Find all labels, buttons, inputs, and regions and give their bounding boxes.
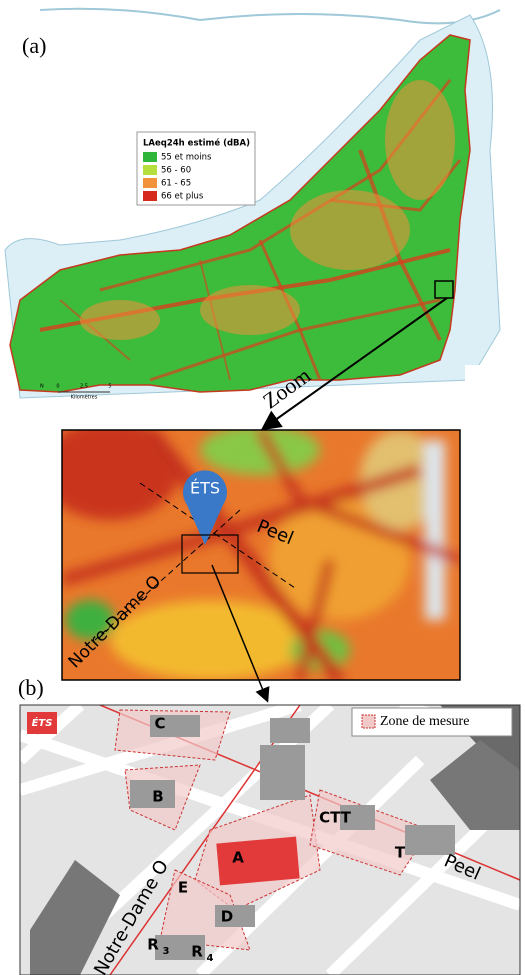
building-label: T xyxy=(395,844,406,862)
legend-swatch xyxy=(143,165,157,175)
noise-zones xyxy=(80,80,455,340)
zoom-map xyxy=(62,430,460,680)
legend-title: LAeq24h estimé (dBA) xyxy=(143,138,250,149)
legend-label: 55 et moins xyxy=(161,153,212,163)
logo-text: ÉTS xyxy=(32,716,53,729)
legend-swatch xyxy=(143,191,157,201)
legend-label: 66 et plus xyxy=(161,192,204,202)
residence-label: R xyxy=(147,936,159,954)
building-labels: C B A E D CTT T R 3 R 4 xyxy=(147,715,406,965)
legend: LAeq24h estimé (dBA) 55 et moins 56 - 60 6… xyxy=(136,131,256,206)
zoom-frame xyxy=(61,429,461,681)
legend-label: 56 - 60 xyxy=(161,166,191,176)
campus-frame xyxy=(19,704,521,975)
marker-label: ÉTS xyxy=(190,479,220,498)
marker-pin xyxy=(183,470,227,545)
campus-map xyxy=(20,705,520,975)
building-label: CTT xyxy=(319,809,352,827)
north: N xyxy=(40,384,44,390)
legend-swatch xyxy=(143,152,157,162)
legend-swatch xyxy=(361,714,376,729)
building-label: C xyxy=(154,715,165,733)
scale-tick: 2,5 xyxy=(80,384,88,390)
street-line xyxy=(94,509,241,641)
scale-tick: 5 xyxy=(108,384,111,390)
panel-label: (b) xyxy=(18,675,44,700)
residence-index: 3 xyxy=(163,946,170,957)
logo xyxy=(27,712,57,734)
building-label: B xyxy=(152,788,163,806)
zoom-arrow xyxy=(260,297,448,431)
building-label: A xyxy=(232,849,244,867)
legend-label: 61 - 65 xyxy=(161,179,191,189)
building-label: D xyxy=(221,908,233,926)
panel-label: (a) xyxy=(22,33,46,58)
legend xyxy=(351,707,513,737)
zoom-square xyxy=(434,280,454,299)
scale: N 0 2,5 5 Kilomètres xyxy=(40,384,112,401)
residence-index: 4 xyxy=(207,953,214,964)
detail-arrow xyxy=(211,564,270,703)
scale-unit: Kilomètres xyxy=(71,394,98,401)
building-label: E xyxy=(178,879,188,897)
scale-tick: 0 xyxy=(56,384,59,390)
water-outline xyxy=(39,7,501,25)
residence-label: R xyxy=(191,943,203,961)
site-box xyxy=(181,534,239,574)
legend-label: Zone de mesure xyxy=(380,714,469,729)
blank xyxy=(465,365,525,400)
legend-swatch xyxy=(143,178,157,188)
